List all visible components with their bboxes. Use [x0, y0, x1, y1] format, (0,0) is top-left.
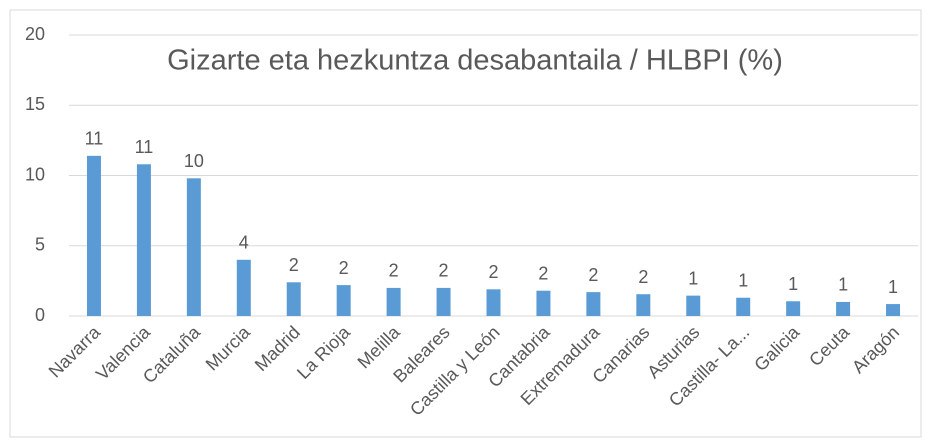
bar [86, 155, 101, 316]
bar [186, 178, 201, 316]
bar [486, 289, 501, 316]
bar [136, 164, 151, 316]
value-label: 1 [738, 270, 748, 290]
bar [686, 295, 701, 316]
value-label: 2 [439, 261, 449, 281]
value-label: 4 [239, 233, 249, 253]
bar [436, 287, 451, 316]
bar [636, 294, 651, 316]
value-label: 11 [85, 129, 104, 149]
y-tick-label: 0 [35, 305, 45, 325]
chart-title: Gizarte eta hezkuntza desabantaila / HLB… [167, 45, 783, 77]
y-tick-label: 10 [25, 164, 45, 184]
bar [536, 290, 551, 316]
value-label: 2 [289, 255, 299, 275]
value-label: 1 [888, 277, 898, 297]
bar [236, 259, 251, 316]
y-tick-label: 20 [25, 24, 45, 44]
bar [586, 292, 601, 316]
bar [886, 304, 901, 316]
bar [786, 301, 801, 316]
value-label: 10 [184, 151, 204, 171]
value-label: 2 [339, 258, 349, 278]
value-label: 2 [538, 263, 548, 283]
y-tick-label: 5 [35, 235, 45, 255]
value-label: 2 [389, 261, 399, 281]
value-label: 1 [838, 275, 848, 295]
y-tick-label: 15 [25, 94, 45, 114]
chart-border [9, 9, 922, 438]
value-label: 1 [688, 268, 698, 288]
value-label: 2 [488, 262, 498, 282]
value-label: 2 [588, 265, 598, 285]
bar [336, 285, 351, 316]
bar [386, 287, 401, 316]
value-label: 1 [788, 274, 798, 294]
value-label: 2 [638, 267, 648, 287]
bar [836, 301, 851, 316]
value-label: 11 [135, 137, 154, 157]
bar [286, 282, 301, 316]
bar [736, 297, 751, 316]
